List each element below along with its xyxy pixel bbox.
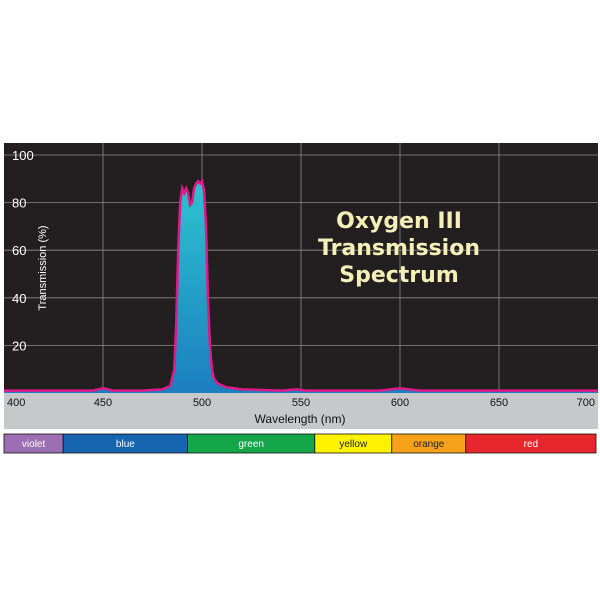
y-tick-label-80: 80: [12, 196, 26, 211]
band-label-red: red: [524, 439, 538, 450]
chart-title: Oxygen III Transmission Spectrum: [318, 209, 480, 288]
band-label-blue: blue: [116, 439, 135, 450]
band-label-yellow: yellow: [339, 439, 368, 450]
x-axis-ticks: 400 450 500 550 600 650 700: [7, 397, 595, 409]
x-tick-label-500: 500: [193, 397, 211, 409]
x-tick-label-400: 400: [7, 397, 25, 409]
x-axis-strip: [4, 393, 598, 429]
x-tick-label-650: 650: [490, 397, 508, 409]
color-band-bar: violet blue green yellow orange red: [3, 433, 597, 454]
y-tick-label-60: 60: [12, 243, 26, 258]
band-red: [465, 433, 597, 454]
title-line-3: Spectrum: [339, 263, 459, 288]
y-tick-label-100: 100: [12, 148, 34, 163]
x-tick-label-700: 700: [577, 397, 595, 409]
x-axis-label: Wavelength (nm): [255, 412, 346, 426]
x-tick-label-450: 450: [94, 397, 112, 409]
y-tick-label-20: 20: [12, 338, 26, 353]
title-line-1: Oxygen III: [336, 209, 462, 234]
transmission-line: [4, 178, 598, 392]
y-axis-label: Transmission (%): [37, 225, 49, 310]
band-label-violet: violet: [22, 439, 46, 450]
x-tick-label-550: 550: [292, 397, 310, 409]
title-line-2: Transmission: [318, 236, 480, 261]
x-tick-label-600: 600: [391, 397, 409, 409]
band-label-green: green: [238, 439, 264, 450]
band-label-orange: orange: [413, 439, 445, 450]
y-tick-label-40: 40: [12, 291, 26, 306]
y-axis-ticks: 20 40 60 80 100: [12, 148, 34, 353]
